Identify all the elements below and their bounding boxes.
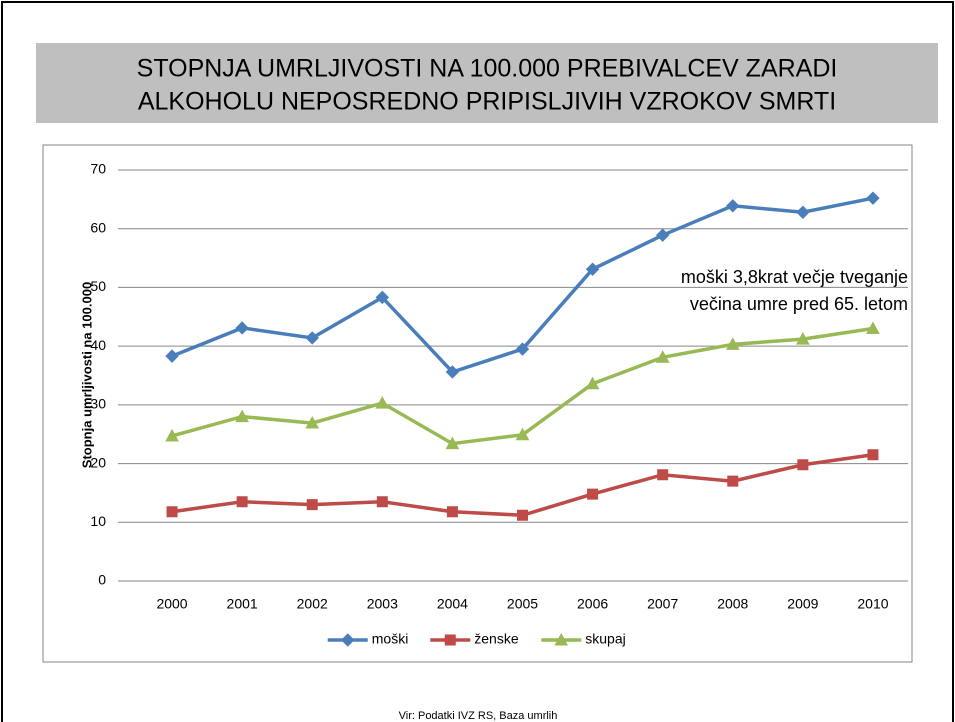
x-tick-label: 2003 — [367, 596, 398, 612]
data-point — [235, 409, 249, 423]
y-tick-label: 10 — [90, 513, 106, 529]
data-point — [446, 506, 458, 518]
data-point — [166, 506, 178, 518]
source: Vir: Podatki IVZ RS, Baza umrlih — [399, 710, 558, 722]
data-point — [515, 342, 530, 356]
data-point — [515, 427, 530, 441]
data-point — [375, 290, 390, 305]
y-tick-label: 0 — [98, 572, 106, 588]
data-point — [796, 332, 810, 345]
data-point — [796, 205, 810, 219]
x-tick-label: 2007 — [647, 596, 678, 612]
y-tick-label: 60 — [90, 219, 106, 235]
legend-marker — [341, 633, 355, 647]
title-line: STOPNJA UMRLJIVOSTI NA 100.000 PREBIVALC… — [137, 55, 838, 83]
x-tick-label: 2005 — [507, 596, 538, 612]
legend-label: skupaj — [585, 631, 625, 647]
data-point — [587, 488, 599, 500]
title-line: ALKOHOLU NEPOSREDNO PRIPISLJIVIH VZROKOV… — [138, 88, 836, 116]
data-point — [305, 416, 320, 429]
data-point — [375, 396, 390, 409]
data-point — [306, 499, 318, 511]
data-point — [305, 331, 319, 345]
legend-label: ženske — [474, 631, 519, 647]
x-tick-label: 2009 — [787, 596, 818, 612]
x-tick-label: 2008 — [717, 596, 748, 612]
annotation: moški 3,8krat večje tveganje — [681, 267, 908, 287]
y-axis-label: Stopnja umrljivosti na 100.000 — [79, 282, 94, 468]
data-point — [165, 349, 179, 363]
x-tick-label: 2006 — [577, 596, 608, 612]
data-point — [585, 262, 600, 276]
data-point — [165, 428, 179, 442]
data-point — [867, 449, 879, 461]
legend-item: ženske — [430, 631, 519, 647]
data-point — [236, 496, 248, 508]
legend-item: skupaj — [541, 631, 626, 647]
data-point — [235, 321, 249, 335]
data-point — [655, 228, 670, 242]
data-point — [655, 350, 670, 363]
legend-item: moški — [327, 631, 409, 647]
data-point — [376, 496, 388, 508]
data-point — [726, 199, 740, 213]
legend-label: moški — [372, 631, 409, 647]
x-tick-label: 2004 — [437, 596, 468, 612]
y-tick-label: 50 — [90, 278, 106, 294]
y-tick-label: 40 — [90, 337, 106, 353]
x-tick-label: 2010 — [857, 596, 888, 612]
data-point — [445, 436, 460, 450]
data-point — [866, 191, 880, 205]
title-band — [36, 43, 938, 123]
data-point — [657, 469, 669, 481]
legend-marker — [554, 632, 569, 646]
x-tick-label: 2000 — [156, 596, 187, 612]
y-tick-label: 20 — [90, 454, 106, 470]
data-point — [725, 337, 740, 350]
data-point — [866, 321, 880, 335]
data-point — [797, 459, 809, 471]
data-point — [727, 475, 739, 487]
y-tick-label: 30 — [90, 396, 106, 412]
data-point — [445, 365, 460, 379]
legend-marker — [444, 634, 456, 646]
annotation: večina umre pred 65. letom — [690, 294, 908, 314]
data-point — [585, 376, 600, 390]
data-point — [517, 509, 528, 521]
x-tick-label: 2002 — [297, 596, 328, 612]
x-tick-label: 2001 — [227, 596, 258, 612]
chart-frame — [42, 144, 913, 663]
y-tick-label: 70 — [90, 161, 106, 177]
